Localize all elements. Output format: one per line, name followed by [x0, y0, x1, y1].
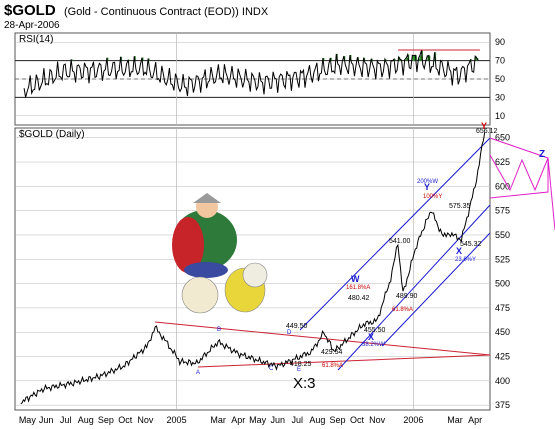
wave-label-e: E [297, 367, 301, 373]
x-axis-labels: May Jun Jul Aug Sep Oct Nov 2005 Mar Apr May Jun Jul… [19, 415, 482, 425]
x-tick-label: Oct [350, 415, 365, 425]
price-panel: 375 400 425 450 475 500 525 550 575 600 625 650 May… [14, 127, 555, 425]
channel-lower [337, 204, 491, 371]
price-tick-label: 400 [495, 376, 510, 386]
wave-label-a: A [196, 370, 200, 376]
rsi-tick-label: 30 [495, 92, 505, 102]
rsi-ticks: 10 30 50 70 90 [495, 37, 505, 121]
gold-price-series-line [20, 131, 486, 405]
price-tick-label: 425 [495, 352, 510, 362]
price-labels: 656.12 575.35 541.00 489.90 545.32 480.4… [286, 128, 498, 368]
cartoon-warrior-cape [172, 217, 204, 273]
x-tick-label: Sep [329, 415, 345, 425]
wave-label-y1: Y [424, 182, 430, 192]
rsi-panel: 10 30 50 70 90 RSI(14) [14, 32, 505, 126]
x-tick-label: Jun [39, 415, 54, 425]
wave-label-x1: X [368, 332, 374, 342]
price-label-541: 541.00 [389, 238, 411, 245]
price-tick-label: 650 [495, 133, 510, 143]
fib-label-618a-2: 61.8%A [322, 363, 343, 369]
wave-label-c: C [269, 366, 274, 372]
x-tick-label: 2006 [403, 415, 423, 425]
fib-label-236y: 23.6%Y [455, 257, 476, 263]
price-label-449: 449.50 [286, 323, 308, 330]
rsi-title-text: RSI(14) [19, 34, 53, 45]
cartoon-small-figure-3 [242, 262, 268, 288]
rsi-tick-label: 70 [495, 56, 505, 66]
price-label-429: 429.54 [321, 349, 343, 356]
rsi-gridlines [15, 33, 490, 125]
rsi-series-line [23, 50, 479, 98]
channel-inner [381, 232, 491, 347]
fib-label-161: 161.8%A [346, 285, 370, 291]
cartoon-small-figure-1 [181, 276, 219, 314]
x-tick-label: Mar [447, 415, 463, 425]
x-tick-label: Aug [309, 415, 325, 425]
wave-label-x3: X:3 [293, 375, 316, 392]
forecast-triangle [489, 137, 549, 199]
wave-label-z: Z [539, 149, 545, 160]
x-tick-label: Apr [231, 415, 245, 425]
chart-ticker: $GOLD [4, 2, 56, 19]
price-tick-label: 500 [495, 279, 510, 289]
x-tick-label: 2005 [167, 415, 187, 425]
wave-label-x2: X [456, 246, 462, 256]
cartoon-illustration [172, 193, 268, 314]
x-tick-label: Nov [137, 415, 154, 425]
wave-label-y2: Y [481, 121, 487, 131]
channel-upper [299, 137, 491, 331]
x-tick-label: Jul [60, 415, 72, 425]
fib-label-100y: 100%Y [423, 194, 442, 200]
fib-label-618a-1: 61.8%A [392, 307, 413, 313]
rsi-title: RSI(14) [19, 34, 53, 45]
lower-trendline [197, 354, 491, 368]
rsi-tick-label: 90 [495, 37, 505, 47]
price-label-545: 545.32 [460, 241, 482, 248]
rsi-tick-label: 10 [495, 111, 505, 121]
forecast-zigzag [489, 154, 555, 231]
chart-date: 28-Apr-2006 [4, 20, 60, 31]
fib-annotations: 161.8%A 100%Y 200%W 61.8%A 38.2%W 61.8%A… [322, 179, 476, 369]
x-tick-label: Sep [98, 415, 114, 425]
price-tick-label: 475 [495, 303, 510, 313]
price-tick-label: 575 [495, 206, 510, 216]
price-label-489: 489.90 [396, 293, 418, 300]
price-label-peak: 656.12 [476, 128, 498, 135]
price-label-455: 455.50 [364, 327, 386, 334]
wave-label-w: W [351, 274, 360, 284]
price-tick-label: 600 [495, 181, 510, 191]
cartoon-warrior-helmet [193, 193, 221, 203]
x-tick-label: Aug [78, 415, 94, 425]
price-title-text: $GOLD (Daily) [19, 129, 85, 140]
chart-subtitle: (Gold - Continuous Contract (EOD)) INDX [64, 6, 269, 18]
price-tick-label: 450 [495, 327, 510, 337]
price-tick-label: 550 [495, 230, 510, 240]
price-label-575: 575.35 [449, 203, 471, 210]
price-tick-label: 625 [495, 157, 510, 167]
x-tick-label: Apr [468, 415, 482, 425]
x-tick-label: Mar [210, 415, 226, 425]
upper-trendline [154, 321, 491, 356]
wave-labels: A B C D E W X Y X:3 Z X Y [196, 121, 545, 392]
price-label-418: 418.25 [290, 361, 312, 368]
x-tick-label: Oct [118, 415, 133, 425]
x-tick-label: Jun [271, 415, 286, 425]
price-title: $GOLD (Daily) [19, 129, 85, 140]
fib-label-200w: 200%W [417, 179, 438, 185]
price-label-480: 480.42 [348, 295, 370, 302]
x-tick-label: Jul [292, 415, 304, 425]
wave-label-d: D [287, 330, 292, 336]
x-tick-label: Nov [369, 415, 386, 425]
x-tick-label: May [249, 415, 267, 425]
cartoon-warrior-legs [184, 262, 228, 278]
price-tick-label: 375 [495, 400, 510, 410]
price-tick-label: 525 [495, 254, 510, 264]
price-ticks: 375 400 425 450 475 500 525 550 575 600 625 650 [495, 133, 510, 410]
rsi-tick-label: 50 [495, 74, 505, 84]
fib-label-382w: 38.2%W [362, 342, 385, 348]
wave-label-b: B [217, 327, 221, 333]
x-tick-label: May [19, 415, 37, 425]
